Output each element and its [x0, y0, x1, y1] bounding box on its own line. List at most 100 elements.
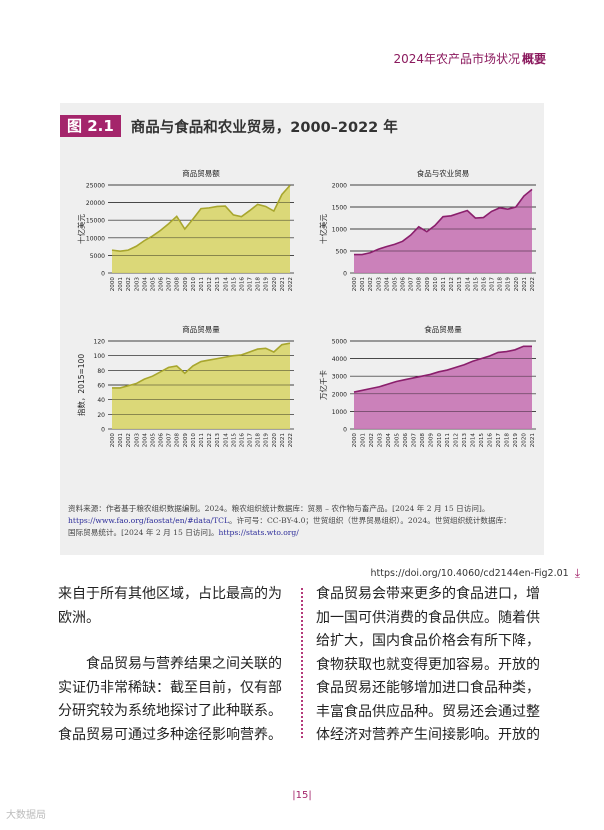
x-tick-label: 2012 [207, 277, 213, 291]
x-tick-label: 2013 [215, 433, 221, 448]
chart-merchandise-value: 商品贸易额 十亿美元 0 5000 10000 15000 20000 25000 2000 20… [76, 168, 300, 317]
x-tick-label: 2001 [360, 433, 366, 448]
figure-number-badge: 图 2.1 [60, 115, 121, 137]
x-tick-label: 2018 [256, 433, 262, 448]
x-tick-label: 2005 [394, 433, 400, 448]
x-tick-label: 2007 [411, 433, 417, 448]
x-tick-label: 2011 [441, 277, 447, 292]
x-tick-label: 2003 [134, 433, 140, 448]
x-tick-label: 2017 [248, 433, 254, 448]
x-tick-label: 2003 [377, 433, 383, 448]
y-tick-label: 0 [343, 427, 347, 434]
chart-title: 食品贸易量 [424, 324, 462, 334]
y-tick-label: 25000 [86, 183, 105, 190]
source-link-wto[interactable]: https://stats.wto.org/ [218, 528, 299, 537]
y-tick-label: 40 [97, 397, 105, 404]
x-tick-label: 2013 [215, 277, 221, 292]
body-paragraph: 来自于所有其他区域，占比最高的为欧洲。 [58, 586, 282, 626]
watermark: 大数据局 [6, 810, 46, 821]
x-tick-label: 2000 [352, 277, 358, 292]
x-tick-label: 2004 [142, 277, 148, 292]
y-tick-label: 1500 [332, 205, 347, 212]
x-tick-label: 2006 [401, 277, 407, 292]
download-icon[interactable]: ⤓ [574, 566, 580, 580]
x-tick-label: 2007 [167, 433, 173, 448]
x-tick-label: 2020 [272, 433, 278, 448]
x-tick-label: 2002 [126, 277, 132, 291]
y-tick-label: 3000 [332, 374, 347, 381]
x-tick-label: 2016 [239, 277, 245, 292]
x-tick-label: 2017 [248, 277, 254, 292]
x-tick-label: 2007 [409, 277, 415, 292]
page-number: |15| [292, 790, 312, 801]
figure-source-note: 资料来源：作者基于粮农组织数据编制。2024。粮农组织统计数据库：贸易 – 农作… [68, 503, 538, 539]
x-tick-label: 2007 [167, 277, 173, 292]
x-tick-label: 2009 [428, 433, 434, 448]
series-area [112, 185, 290, 273]
y-tick-label: 5000 [332, 339, 347, 346]
x-tick-label: 2018 [498, 277, 504, 292]
x-tick-label: 2001 [118, 433, 124, 448]
chart-food-agri-value: 食品与农业贸易 十亿美元 0 500 1000 1500 2000 2000 2001 2002 2… [318, 168, 542, 317]
x-tick-label: 2020 [514, 277, 520, 292]
y-tick-label: 2000 [332, 183, 347, 190]
x-tick-label: 2013 [462, 433, 468, 448]
y-tick-label: 0 [101, 271, 105, 278]
x-tick-label: 2004 [142, 433, 148, 448]
body-paragraph: 食品贸易与营养结果之间关联的实证仍非常稀缺：截至目前，仅有部分研究较为系统地探讨… [58, 656, 282, 743]
series-line [354, 188, 533, 256]
x-tick-label: 2005 [150, 277, 156, 292]
x-tick-label: 2015 [479, 433, 485, 448]
y-tick-label: 2000 [332, 391, 347, 398]
x-tick-label: 2015 [473, 277, 479, 292]
x-tick-label: 2021 [280, 277, 286, 292]
x-tick-label: 2008 [417, 277, 423, 292]
x-tick-label: 2011 [199, 433, 205, 448]
y-tick-label: 10000 [86, 235, 105, 242]
y-tick-label: 1000 [332, 409, 347, 416]
y-axis-label: 十亿美元 [76, 214, 86, 244]
x-tick-label: 2019 [264, 433, 270, 448]
x-tick-label: 2021 [530, 433, 536, 448]
series-area [354, 346, 532, 429]
x-tick-label: 2009 [183, 433, 189, 448]
chart-food-volume: 食品贸易量 万亿千卡 0 1000 2000 3000 4000 5000 2000 2001 20… [318, 324, 542, 473]
doi-link[interactable]: https://doi.org/10.4060/cd2144en-Fig2.01 [370, 568, 569, 579]
y-axis-label: 万亿千卡 [318, 370, 328, 400]
y-tick-label: 20 [97, 412, 105, 419]
x-tick-label: 2012 [207, 433, 213, 447]
x-tick-label: 2021 [522, 277, 528, 292]
x-tick-label: 2022 [530, 277, 536, 291]
x-tick-label: 2006 [159, 277, 165, 292]
y-tick-label: 0 [343, 271, 347, 278]
y-tick-label: 15000 [86, 218, 105, 225]
figure-title-row: 图 2.1 商品与食品和农业贸易，2000–2022 年 [60, 115, 398, 137]
x-tick-label: 2000 [110, 433, 116, 448]
source-link-fao[interactable]: https://www.fao.org/faostat/en/#data/TCL [68, 516, 229, 525]
x-tick-label: 2017 [490, 277, 496, 292]
x-tick-label: 2016 [481, 277, 487, 292]
x-tick-label: 2015 [231, 433, 237, 448]
x-tick-label: 2008 [420, 433, 426, 448]
x-tick-label: 2000 [110, 277, 116, 292]
x-tick-label: 2011 [445, 433, 451, 448]
y-axis-label: 指数，2015=100 [76, 354, 86, 416]
x-tick-label: 2012 [454, 433, 460, 447]
x-tick-label: 2010 [191, 433, 197, 448]
x-tick-label: 2014 [465, 277, 471, 292]
x-tick-label: 2009 [183, 277, 189, 292]
x-tick-label: 2020 [522, 433, 528, 448]
figure-title: 商品与食品和农业贸易，2000–2022 年 [130, 119, 398, 136]
series-line [353, 345, 532, 393]
x-tick-label: 2010 [437, 433, 443, 448]
y-tick-label: 500 [336, 249, 348, 256]
body-paragraph: 食品贸易会带来更多的食品进口，增加一国可供消费的食品供应。随着供给扩大，国内食品… [316, 586, 540, 743]
y-tick-label: 1000 [332, 227, 347, 234]
y-axis-label: 十亿美元 [318, 214, 328, 244]
x-tick-label: 2019 [513, 433, 519, 448]
x-tick-label: 2014 [471, 433, 477, 448]
